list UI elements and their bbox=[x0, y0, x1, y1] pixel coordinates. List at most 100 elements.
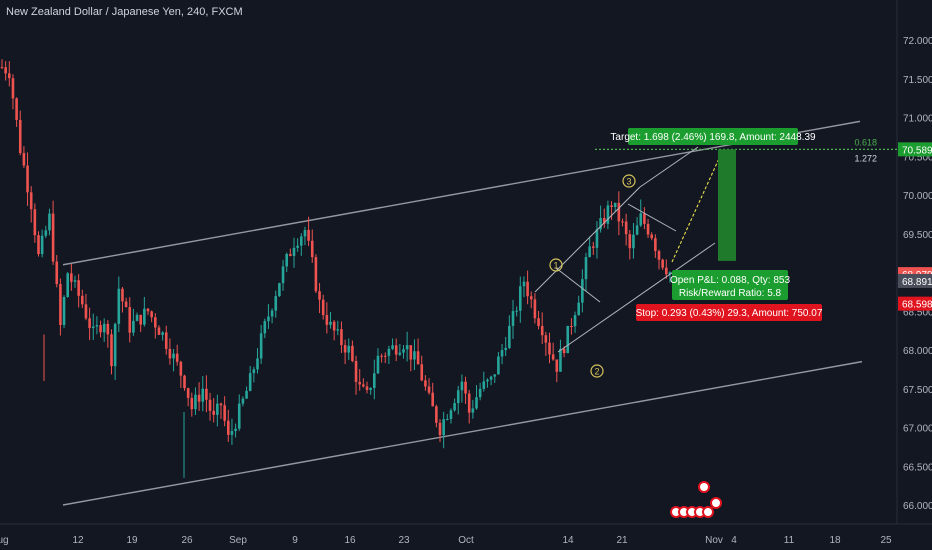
candle-body bbox=[581, 279, 584, 303]
candle-body bbox=[172, 353, 175, 359]
candle-body bbox=[559, 348, 562, 372]
candle-body bbox=[15, 98, 18, 120]
candle-body bbox=[296, 245, 299, 248]
candle-body bbox=[128, 307, 132, 333]
candle-body bbox=[610, 205, 613, 208]
candle-body bbox=[340, 329, 343, 346]
candle-body bbox=[373, 373, 376, 388]
candle-body bbox=[186, 388, 190, 398]
candle-body bbox=[135, 314, 139, 321]
x-tick-label: 19 bbox=[126, 535, 138, 546]
candle-body bbox=[259, 333, 263, 359]
x-tick-label: 12 bbox=[72, 535, 84, 546]
candle-body bbox=[515, 310, 518, 312]
candle-body bbox=[380, 355, 383, 357]
candle-body bbox=[486, 379, 489, 382]
pattern-line bbox=[627, 203, 677, 232]
candle-body bbox=[307, 230, 310, 241]
candle-body bbox=[566, 325, 570, 354]
candle-body bbox=[427, 386, 431, 393]
x-tick-label: Sep bbox=[229, 535, 247, 546]
candle-body bbox=[387, 348, 391, 356]
pattern-point-marker bbox=[590, 364, 604, 378]
candle-body bbox=[241, 398, 245, 404]
candle-body bbox=[230, 431, 234, 435]
candle-body bbox=[132, 320, 135, 333]
candle-body bbox=[29, 192, 33, 210]
candle-body bbox=[139, 314, 142, 325]
price-axis-tag bbox=[898, 142, 932, 157]
candle-body bbox=[343, 345, 347, 353]
candle-body bbox=[654, 238, 657, 252]
candle-body bbox=[26, 165, 29, 193]
candle-body bbox=[88, 318, 91, 329]
candle-body bbox=[595, 229, 599, 248]
candle-body bbox=[329, 321, 332, 325]
candle-body bbox=[110, 334, 113, 367]
candle-body bbox=[274, 296, 278, 311]
x-tick-label: 23 bbox=[398, 535, 410, 546]
x-tick-label: 26 bbox=[181, 535, 193, 546]
candle-body bbox=[146, 308, 150, 312]
candle-body bbox=[493, 374, 497, 377]
candle-body bbox=[164, 332, 168, 349]
candle-body bbox=[464, 381, 467, 394]
candle-body bbox=[303, 230, 307, 237]
candle-body bbox=[613, 202, 617, 208]
candle-body bbox=[0, 67, 4, 69]
candle-body bbox=[117, 288, 121, 324]
candle-body bbox=[442, 419, 445, 436]
candle-body bbox=[391, 345, 394, 349]
candle-body bbox=[70, 273, 73, 282]
pattern-line bbox=[534, 186, 641, 293]
y-tick-label: 66.500 bbox=[903, 462, 932, 473]
candle-body bbox=[369, 387, 372, 390]
candle-body bbox=[358, 381, 361, 385]
candle-body bbox=[632, 234, 635, 249]
x-tick-label: 14 bbox=[562, 535, 574, 546]
chart-title: New Zealand Dollar / Japanese Yen, 240, … bbox=[6, 6, 243, 18]
candle-body bbox=[248, 373, 252, 391]
candle-body bbox=[77, 280, 80, 296]
candle-body bbox=[314, 257, 318, 292]
candle-body bbox=[245, 390, 248, 399]
candle-body bbox=[183, 375, 186, 389]
pattern-line bbox=[555, 267, 601, 303]
candle-body bbox=[599, 218, 602, 230]
y-tick-label: 68.500 bbox=[903, 307, 932, 318]
candle-body bbox=[482, 381, 486, 389]
x-tick-label: 4 bbox=[731, 535, 737, 546]
candle-body bbox=[37, 235, 40, 255]
x-tick-label: 25 bbox=[880, 535, 892, 546]
candle-body bbox=[424, 380, 427, 387]
candle-body bbox=[471, 408, 475, 413]
candle-body bbox=[402, 349, 405, 353]
target-label: Target: 1.698 (2.46%) 169.8, Amount: 244… bbox=[610, 132, 816, 143]
candle-body bbox=[643, 213, 646, 224]
candle-body bbox=[489, 376, 493, 380]
candle-body bbox=[33, 209, 37, 236]
y-tick-label: 70.500 bbox=[903, 152, 932, 163]
channel-lower-line bbox=[62, 360, 863, 506]
candle-body bbox=[332, 321, 336, 331]
candle-body bbox=[584, 257, 588, 280]
candle-body bbox=[234, 428, 237, 432]
candle-body bbox=[154, 317, 157, 328]
candle-body bbox=[18, 119, 22, 154]
candle-body bbox=[8, 73, 11, 79]
candle-body bbox=[362, 384, 365, 387]
candle-body bbox=[121, 288, 124, 302]
candle-body bbox=[500, 350, 504, 357]
candle-body bbox=[219, 403, 223, 406]
candle-body bbox=[300, 236, 303, 246]
candle-body bbox=[624, 221, 628, 235]
candle-body bbox=[453, 403, 456, 411]
candle-body bbox=[551, 354, 555, 360]
target-zone-bar bbox=[718, 149, 736, 261]
candle-body bbox=[91, 326, 95, 329]
candle-body bbox=[212, 410, 215, 415]
candle-body bbox=[227, 420, 230, 435]
price-axis-tag-label: 70.589 bbox=[902, 145, 932, 156]
candle-body bbox=[161, 332, 164, 335]
